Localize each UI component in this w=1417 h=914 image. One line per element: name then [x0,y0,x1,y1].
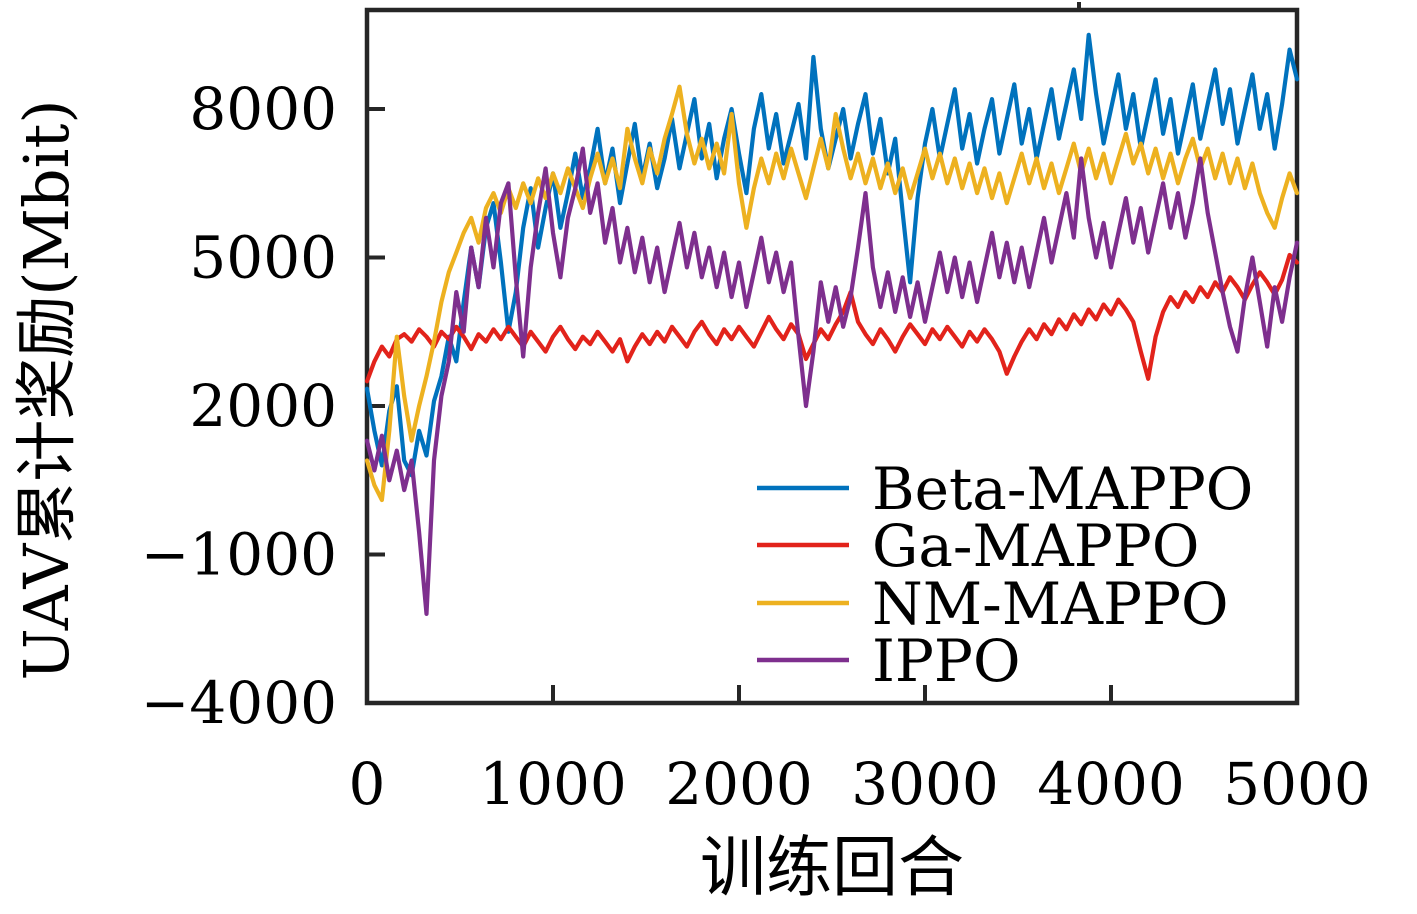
x-tick-label: 4000 [1037,750,1185,818]
x-tick-label: 2000 [665,750,813,818]
legend-label-ippo: IPPO [872,627,1021,695]
x-tick-label: 1000 [479,750,627,818]
y-tick-label: −4000 [141,669,337,737]
x-tick-label: 0 [349,750,386,818]
plot-border [364,7,1300,706]
x-tick-label: 3000 [851,750,999,818]
y-tick-label: 5000 [189,224,337,292]
x-axis-ticks: 0 1000 2000 3000 4000 5000 [349,685,1371,818]
x-axis-title: 训练回合 [700,829,964,906]
legend-label-beta-mappo: Beta-MAPPO [872,455,1253,523]
x-tick-label: 5000 [1223,750,1371,818]
y-axis-ticks: −4000 −1000 2000 5000 8000 [141,75,385,737]
y-tick-label: 8000 [189,75,337,143]
series-line-beta-mappo [364,32,1300,478]
legend: Beta-MAPPO Ga-MAPPO NM-MAPPO IPPO [757,455,1253,695]
y-tick-label: 2000 [189,372,337,440]
legend-label-nm-mappo: NM-MAPPO [872,570,1229,638]
series-line-nm-mappo [364,84,1300,503]
y-axis-title: UAV累计奖励(Mbit) [10,99,83,680]
series-lines [364,32,1300,617]
series-line-ippo [364,146,1300,617]
y-tick-label: −1000 [141,521,337,589]
legend-label-ga-mappo: Ga-MAPPO [872,512,1199,580]
